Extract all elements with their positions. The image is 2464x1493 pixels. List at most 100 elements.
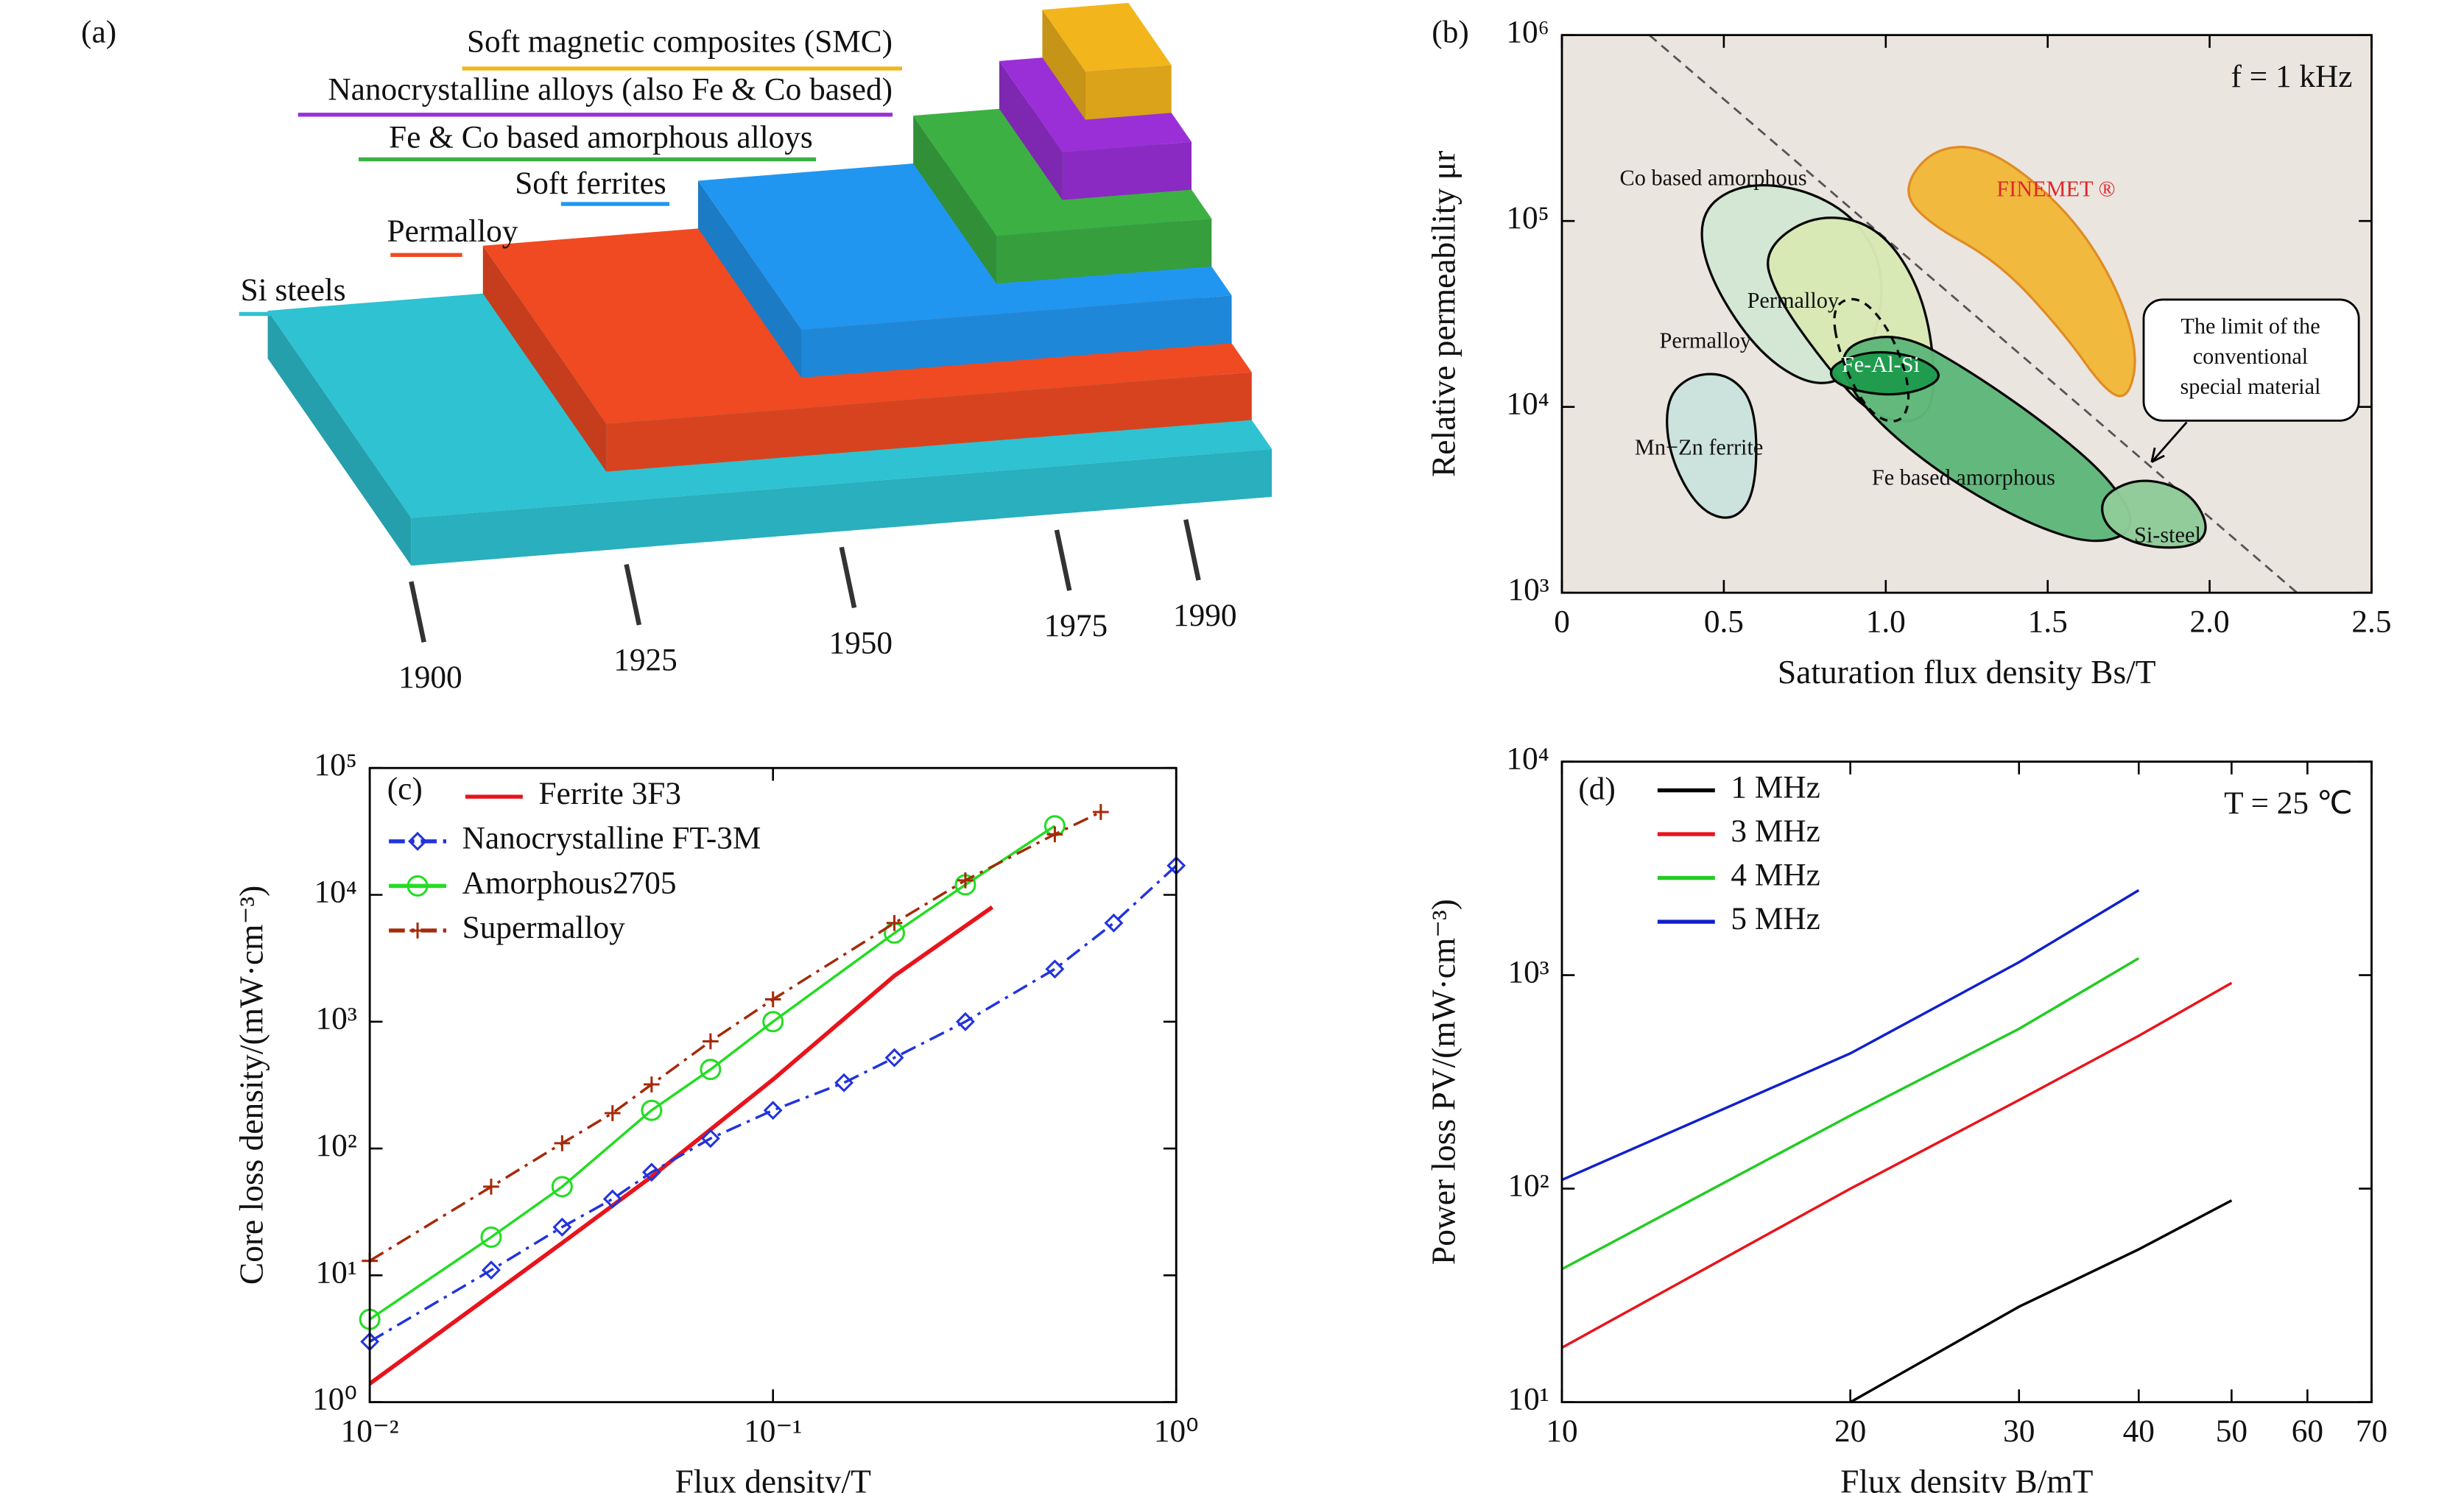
marker: [954, 874, 976, 896]
region-label: Si-steel: [2134, 522, 2201, 547]
x-axis-label: Saturation flux density Bs/T: [1778, 653, 2156, 691]
limit-label: conventional: [2193, 344, 2309, 369]
limit-arrow: [2150, 421, 2188, 463]
step-end-face: [999, 60, 1063, 200]
step-top-face: [1042, 2, 1172, 72]
step-end-face: [267, 311, 412, 566]
y-tick-label: 10¹: [1507, 1382, 1549, 1417]
step-front-face: [606, 372, 1252, 472]
step-end-face: [482, 245, 607, 472]
legend-label: 5 MHz: [1731, 901, 1820, 936]
marker: [1046, 826, 1063, 843]
marker: [1104, 913, 1124, 933]
step-label: Permalloy: [387, 213, 518, 249]
step-front-face: [411, 448, 1273, 566]
plot-frame: [368, 766, 1178, 1404]
y-tick-label: 10⁴: [1506, 387, 1549, 422]
plot-frame: [1560, 34, 2373, 594]
marker: [703, 1033, 719, 1050]
annotation: f = 1 kHz: [2231, 59, 2353, 94]
x-axis-label: Flux density/T: [675, 1463, 871, 1493]
x-tick-label: 10⁻¹: [744, 1413, 802, 1449]
y-tick-label: 10³: [316, 1001, 357, 1037]
marker: [483, 1179, 499, 1195]
series-line: [368, 905, 994, 1386]
legend-label: Ferrite 3F3: [539, 776, 681, 811]
annotation: T = 25 ℃: [2224, 786, 2352, 821]
step-front-face: [1062, 141, 1192, 200]
marker: [955, 1012, 975, 1031]
y-tick-label: 10⁴: [314, 874, 356, 909]
year-tick: [624, 563, 642, 626]
x-tick-label: 10⁰: [1154, 1413, 1199, 1449]
step-end-face: [913, 116, 997, 284]
y-tick-label: 10⁵: [1506, 200, 1549, 236]
y-axis-label: Core loss density/(mW·cm⁻³): [233, 886, 270, 1285]
y-tick-label: 10³: [1507, 572, 1549, 607]
series-line: [369, 864, 1178, 1343]
series-line: [1561, 981, 2233, 1349]
year-label: 1925: [613, 643, 677, 678]
x-tick-label: 1.5: [2028, 604, 2068, 639]
marker: [481, 1260, 501, 1280]
marker: [641, 1099, 663, 1121]
y-tick-label: 10²: [316, 1128, 357, 1163]
marker: [1045, 959, 1065, 979]
marker: [602, 1189, 622, 1209]
step-label: Fe & Co based amorphous alloys: [389, 119, 813, 155]
region: [1907, 146, 2136, 398]
x-tick-label: 70: [2356, 1413, 2387, 1449]
x-tick-label: 30: [2003, 1413, 2035, 1449]
x-axis-label: Flux density B/mT: [1840, 1463, 2093, 1493]
region: [1833, 297, 1910, 423]
x-tick-label: 1.0: [1866, 604, 1906, 639]
y-axis-label: Relative permeability μr: [1425, 151, 1462, 477]
year-tick: [1183, 519, 1201, 581]
marker: [762, 1011, 784, 1033]
marker: [644, 1076, 660, 1093]
x-tick-label: 40: [2123, 1413, 2155, 1449]
marker: [886, 914, 903, 931]
legend-label: Nanocrystalline FT-3M: [462, 821, 761, 856]
marker: [552, 1217, 572, 1237]
series-line: [1561, 957, 2140, 1271]
y-tick-label: 10⁴: [1506, 741, 1549, 776]
marker: [554, 1135, 571, 1151]
x-tick-label: 0: [1554, 604, 1570, 639]
marker: [764, 991, 781, 1008]
year-label: 1975: [1044, 608, 1108, 643]
legend-marker: [409, 922, 426, 939]
limit-label: special material: [2180, 374, 2321, 399]
y-tick-label: 10⁰: [312, 1382, 357, 1417]
marker: [480, 1226, 502, 1248]
marker: [1092, 804, 1109, 820]
x-tick-label: 20: [1834, 1413, 1866, 1449]
y-tick-label: 10⁵: [314, 747, 356, 783]
x-tick-label: 10⁻²: [341, 1413, 399, 1449]
y-tick-label: 10¹: [316, 1254, 357, 1290]
marker: [957, 872, 974, 889]
panel-label: (a): [81, 15, 116, 50]
panel-label: (d): [1578, 772, 1615, 807]
legend-label: 1 MHz: [1731, 769, 1820, 805]
x-tick-label: 0.5: [1704, 604, 1744, 639]
step-label: Nanocrystalline alloys (also Fe & Co bas…: [328, 71, 893, 107]
x-tick-label: 50: [2216, 1413, 2247, 1449]
plot-frame: [1560, 760, 2373, 1404]
marker: [884, 1048, 904, 1067]
marker: [763, 1101, 783, 1120]
year-tick: [409, 581, 426, 643]
step-front-face: [1085, 65, 1172, 120]
year-tick: [1054, 529, 1072, 591]
step-front-face: [801, 295, 1232, 378]
x-tick-label: 10: [1546, 1413, 1577, 1449]
year-tick: [839, 546, 857, 609]
y-tick-label: 10⁶: [1506, 15, 1549, 50]
marker: [641, 1162, 661, 1182]
step-label: Si steels: [241, 272, 346, 308]
region-label: Permalloy: [1660, 328, 1752, 353]
legend-marker: [406, 875, 429, 897]
region-label: FINEMET ®: [1996, 177, 2115, 202]
